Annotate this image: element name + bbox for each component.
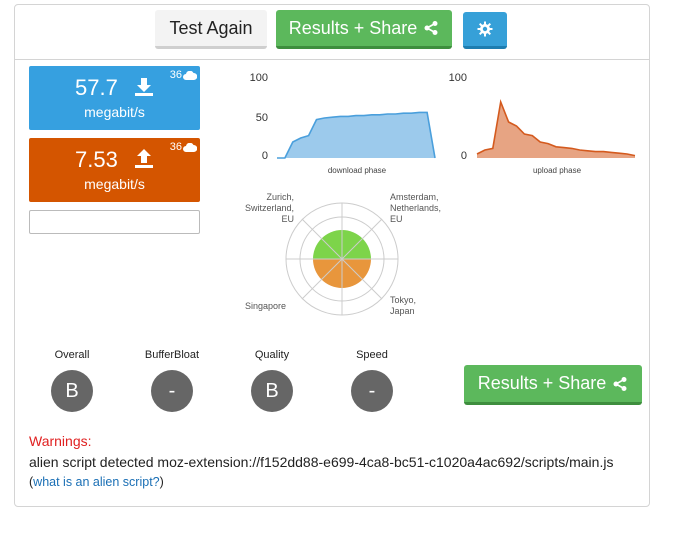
upload-chart: [476, 99, 636, 158]
results-share-label: Results + Share: [477, 373, 607, 393]
download-ytick: 100: [249, 72, 268, 84]
empty-info-field[interactable]: [29, 210, 200, 234]
warning-message: alien script detected moz-extension://f1…: [29, 454, 614, 470]
results-share-button[interactable]: Results + Share: [464, 365, 642, 405]
paren-close: ): [159, 475, 164, 489]
grade-circle-quality[interactable]: B: [251, 370, 293, 412]
download-phase-label: download phase: [327, 166, 387, 175]
city-label-amsterdam: Amsterdam, Netherlands, EU: [390, 192, 441, 225]
upload-badge-count: 36: [169, 141, 182, 153]
share-icon: [424, 21, 438, 35]
upload-series-line: [476, 99, 636, 157]
city-label-singapore: Singapore: [245, 301, 286, 312]
download-badge: 36: [170, 69, 197, 81]
city-line: EU: [281, 214, 294, 224]
download-ytick: 0: [261, 150, 268, 162]
upload-phase-label: upload phase: [532, 166, 582, 175]
upload-series-area: [477, 102, 635, 158]
download-icon: [134, 78, 153, 96]
warning-help-line: (what is an alien script?): [29, 475, 164, 489]
download-speed-box: 36 57.7 megabit/s: [29, 66, 200, 130]
city-line: Switzerland,: [244, 203, 294, 213]
paren-open: (: [29, 475, 34, 489]
download-series-line: [277, 111, 436, 159]
alien-script-help-link[interactable]: what is an alien script?: [33, 475, 160, 489]
grade-title-bufferbloat: BufferBloat: [144, 349, 200, 361]
grade-title-overall: Overall: [54, 349, 90, 361]
upload-speed-box: 36 7.53 megabit/s: [29, 138, 200, 202]
upload-badge: 36: [170, 141, 197, 153]
results-share-button-top[interactable]: Results + Share: [276, 10, 452, 49]
city-line: Netherlands,: [390, 203, 442, 213]
latency-radar-chart: [285, 202, 399, 316]
grade-title-quality: Quality: [254, 349, 290, 361]
download-chart: [277, 111, 436, 159]
share-icon: [613, 376, 627, 391]
results-share-label: Results + Share: [288, 17, 418, 38]
grade-circle-speed[interactable]: -: [351, 370, 393, 412]
cloud-icon: [183, 70, 197, 80]
upload-ytick: 0: [460, 150, 467, 162]
upload-icon: [134, 149, 153, 168]
download-speed-value: 57.7: [75, 75, 118, 100]
city-line: Tokyo,: [390, 295, 417, 305]
settings-button[interactable]: [463, 12, 507, 49]
city-line: EU: [390, 214, 403, 224]
download-ytick: 50: [255, 112, 268, 124]
cloud-icon: [183, 142, 197, 152]
download-badge-count: 36: [169, 69, 182, 81]
upload-speed-unit: megabit/s: [84, 176, 145, 192]
upload-speed-value: 7.53: [75, 147, 118, 172]
download-series-area: [277, 112, 435, 158]
city-line: Singapore: [245, 301, 287, 311]
city-line: Japan: [390, 306, 415, 316]
upload-ytick: 100: [448, 72, 467, 84]
download-speed-unit: megabit/s: [84, 104, 145, 120]
test-again-button[interactable]: Test Again: [155, 10, 267, 49]
city-line: Amsterdam,: [390, 192, 439, 202]
city-label-tokyo: Tokyo, Japan: [390, 295, 416, 317]
header-divider: [14, 59, 650, 60]
city-label-zurich: Zurich, Switzerland, EU: [244, 192, 294, 225]
gear-icon: [477, 21, 493, 37]
city-line: Zurich,: [266, 192, 294, 202]
grade-circle-bufferbloat[interactable]: -: [151, 370, 193, 412]
grade-circle-overall[interactable]: B: [51, 370, 93, 412]
warnings-title: Warnings:: [29, 433, 92, 449]
grade-title-speed: Speed: [356, 349, 388, 361]
